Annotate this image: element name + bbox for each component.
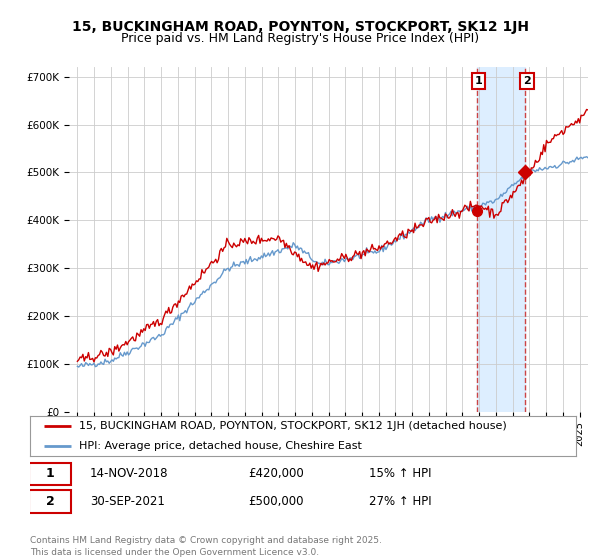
Text: 14-NOV-2018: 14-NOV-2018 xyxy=(90,468,169,480)
Text: 15, BUCKINGHAM ROAD, POYNTON, STOCKPORT, SK12 1JH (detached house): 15, BUCKINGHAM ROAD, POYNTON, STOCKPORT,… xyxy=(79,421,507,431)
Text: 2: 2 xyxy=(46,495,55,508)
FancyBboxPatch shape xyxy=(29,491,71,513)
FancyBboxPatch shape xyxy=(29,463,71,485)
Text: HPI: Average price, detached house, Cheshire East: HPI: Average price, detached house, Ches… xyxy=(79,441,362,451)
Text: 1: 1 xyxy=(46,468,55,480)
Text: 30-SEP-2021: 30-SEP-2021 xyxy=(90,495,165,508)
Text: 2: 2 xyxy=(523,76,531,86)
Text: £500,000: £500,000 xyxy=(248,495,304,508)
Text: 1: 1 xyxy=(475,76,482,86)
Text: 15% ↑ HPI: 15% ↑ HPI xyxy=(368,468,431,480)
Text: 27% ↑ HPI: 27% ↑ HPI xyxy=(368,495,431,508)
Text: Contains HM Land Registry data © Crown copyright and database right 2025.
This d: Contains HM Land Registry data © Crown c… xyxy=(30,536,382,557)
Bar xyxy=(477,67,525,412)
Text: 15, BUCKINGHAM ROAD, POYNTON, STOCKPORT, SK12 1JH: 15, BUCKINGHAM ROAD, POYNTON, STOCKPORT,… xyxy=(71,20,529,34)
Text: Price paid vs. HM Land Registry's House Price Index (HPI): Price paid vs. HM Land Registry's House … xyxy=(121,32,479,45)
Text: £420,000: £420,000 xyxy=(248,468,304,480)
